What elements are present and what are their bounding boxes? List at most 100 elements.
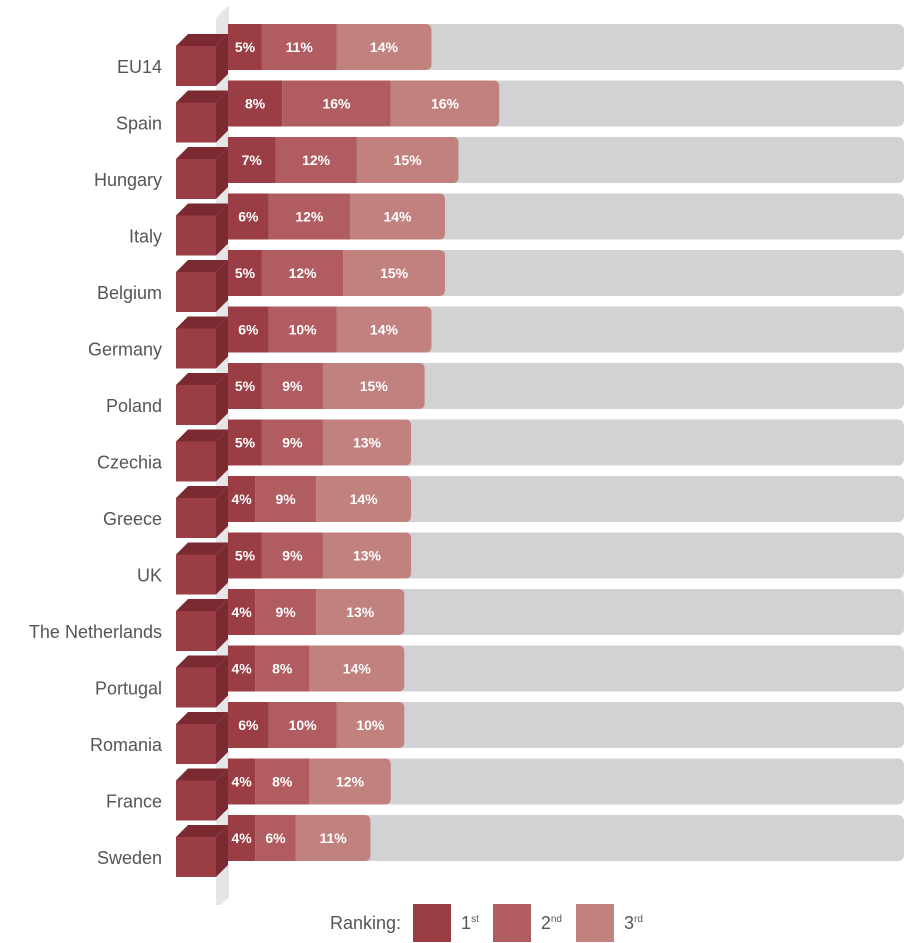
- step-side-the-netherlands: [216, 599, 228, 651]
- value-label-eu14-2nd: 11%: [286, 39, 314, 55]
- bar-sweden-2nd: [255, 815, 296, 861]
- bar-eu14-1st: [228, 24, 262, 70]
- bar-spain-3rd: [390, 80, 500, 127]
- step-front-italy: [176, 215, 216, 256]
- step-front-romania: [176, 724, 216, 764]
- bar-the-netherlands-2nd: [255, 589, 317, 635]
- stacked-bar-chart: EU14 5% 11% 14% Spain 8% 16% 16% Hungary 7% 12% 15%…: [29, 6, 904, 905]
- value-label-germany-1st: 6%: [238, 322, 259, 338]
- category-label-the-netherlands: The Netherlands: [29, 622, 162, 642]
- step-side-spain: [216, 90, 228, 143]
- step-side-poland: [216, 373, 228, 425]
- value-label-sweden-1st: 4%: [231, 830, 252, 846]
- step-top-germany: [176, 316, 228, 329]
- step-top-the-netherlands: [176, 599, 228, 611]
- bar-hungary-2nd: [275, 137, 357, 183]
- step-front-germany: [176, 328, 216, 369]
- step-top-eu14: [176, 34, 228, 46]
- value-label-italy-3rd: 14%: [383, 209, 412, 225]
- category-label-portugal: Portugal: [95, 679, 162, 699]
- step-side-czechia: [216, 429, 228, 482]
- bar-france-3rd: [309, 758, 391, 805]
- step-front-spain: [176, 102, 216, 143]
- step-top-spain: [176, 90, 228, 103]
- bar-poland-3rd: [322, 363, 425, 409]
- value-label-the-netherlands-3rd: 13%: [346, 604, 375, 620]
- step-side-sweden: [216, 825, 228, 877]
- value-label-poland-1st: 5%: [235, 378, 256, 394]
- legend-title: Ranking:: [330, 912, 402, 933]
- value-label-the-netherlands-1st: 4%: [231, 604, 252, 620]
- value-label-belgium-2nd: 12%: [289, 265, 318, 281]
- value-label-czechia-2nd: 9%: [282, 435, 303, 451]
- category-label-uk: UK: [137, 566, 162, 586]
- bar-romania-2nd: [268, 702, 337, 748]
- value-label-eu14-3rd: 14%: [370, 39, 399, 55]
- category-label-czechia: Czechia: [97, 453, 163, 473]
- step-side-romania: [216, 712, 228, 764]
- step-front-eu14: [176, 46, 216, 86]
- value-label-hungary-1st: 7%: [242, 152, 263, 168]
- step-top-portugal: [176, 655, 228, 668]
- legend-label-1st: 1st: [461, 912, 479, 933]
- step-front-czechia: [176, 441, 216, 482]
- value-label-hungary-3rd: 15%: [394, 152, 423, 168]
- step-front-belgium: [176, 272, 216, 312]
- background-bar-sweden: [228, 815, 904, 861]
- value-label-spain-2nd: 16%: [322, 96, 351, 112]
- legend-swatch-2nd: [492, 904, 531, 942]
- background-bar-france: [228, 758, 904, 805]
- step-side-portugal: [216, 655, 228, 708]
- bar-belgium-1st: [228, 250, 262, 296]
- bar-greece-3rd: [316, 476, 412, 522]
- legend-swatch-1st: [413, 904, 452, 942]
- step-side-germany: [216, 316, 228, 369]
- bar-hungary-3rd: [356, 137, 459, 183]
- value-label-italy-1st: 6%: [238, 209, 259, 225]
- value-label-the-netherlands-2nd: 9%: [276, 604, 297, 620]
- value-label-uk-1st: 5%: [235, 548, 256, 564]
- bar-czechia-2nd: [261, 419, 323, 466]
- bar-poland-2nd: [261, 363, 323, 409]
- value-label-uk-2nd: 9%: [282, 548, 303, 564]
- bar-sweden-1st: [228, 815, 256, 861]
- value-label-belgium-1st: 5%: [235, 265, 256, 281]
- category-label-belgium: Belgium: [97, 283, 162, 303]
- bar-uk-1st: [228, 532, 262, 579]
- value-label-poland-2nd: 9%: [282, 378, 303, 394]
- step-front-the-netherlands: [176, 611, 216, 651]
- step-front-hungary: [176, 159, 216, 199]
- legend: Ranking: 1st 2nd 3rd: [330, 903, 657, 943]
- value-label-uk-3rd: 13%: [353, 548, 382, 564]
- value-label-germany-2nd: 10%: [289, 322, 318, 338]
- bar-germany-1st: [228, 306, 269, 353]
- step-front-uk: [176, 554, 216, 595]
- category-label-france: France: [106, 792, 162, 812]
- bar-france-2nd: [255, 758, 310, 805]
- value-label-sweden-2nd: 6%: [265, 830, 286, 846]
- value-label-belgium-3rd: 15%: [380, 265, 409, 281]
- category-label-germany: Germany: [88, 340, 162, 360]
- step-top-uk: [176, 542, 228, 555]
- value-label-france-1st: 4%: [231, 774, 252, 790]
- category-label-eu14: EU14: [117, 57, 162, 77]
- bar-belgium-2nd: [261, 250, 344, 296]
- value-label-romania-3rd: 10%: [356, 717, 385, 733]
- step-side-uk: [216, 542, 228, 595]
- category-label-sweden: Sweden: [97, 848, 162, 868]
- bar-czechia-3rd: [322, 419, 412, 466]
- bar-romania-3rd: [336, 702, 405, 748]
- bar-uk-2nd: [261, 532, 323, 579]
- value-label-greece-1st: 4%: [231, 491, 252, 507]
- step-front-france: [176, 780, 216, 821]
- bar-uk-3rd: [322, 532, 412, 579]
- legend-swatch-3rd: [575, 904, 614, 942]
- step-front-greece: [176, 498, 216, 538]
- bar-portugal-1st: [228, 645, 256, 692]
- step-side-france: [216, 768, 228, 821]
- step-side-italy: [216, 203, 228, 256]
- value-label-czechia-1st: 5%: [235, 435, 256, 451]
- step-top-romania: [176, 712, 228, 724]
- bar-spain-2nd: [282, 80, 391, 127]
- bar-spain-1st: [228, 80, 283, 127]
